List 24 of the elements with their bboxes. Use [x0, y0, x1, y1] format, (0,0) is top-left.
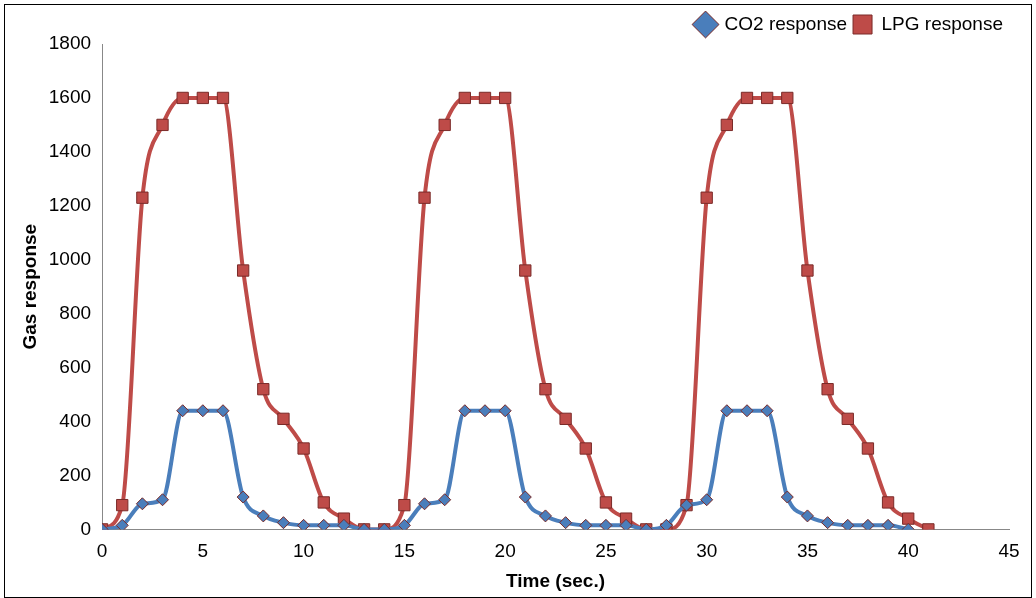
- x-tick-label: 15: [393, 540, 415, 562]
- x-tick-label: 45: [998, 540, 1020, 562]
- x-tick-label: 20: [494, 540, 516, 562]
- x-axis-title: Time (sec.): [506, 569, 605, 591]
- x-tick-label: 5: [197, 540, 209, 562]
- legend-label: CO2 response: [724, 12, 848, 34]
- y-axis-title: Gas response: [18, 223, 40, 350]
- x-tick-label: 30: [696, 540, 718, 562]
- y-tick-label: 1600: [48, 86, 92, 108]
- legend-label: LPG response: [881, 12, 1004, 34]
- x-tick-label: 25: [595, 540, 617, 562]
- y-tick-label: 800: [59, 301, 92, 323]
- y-tick-label: 600: [59, 355, 92, 377]
- y-tick-label: 400: [59, 409, 92, 431]
- y-tick-label: 0: [80, 517, 92, 539]
- y-tick-label: 1200: [48, 194, 92, 216]
- x-tick-label: 35: [796, 540, 819, 562]
- x-tick-label: 40: [897, 540, 919, 562]
- y-tick-label: 200: [59, 463, 92, 485]
- y-tick-label: 1000: [48, 247, 92, 269]
- x-tick-label: 10: [293, 540, 315, 562]
- x-tick-label: 0: [96, 540, 108, 562]
- y-tick-label: 1800: [48, 32, 92, 54]
- y-tick-label: 1400: [48, 140, 92, 162]
